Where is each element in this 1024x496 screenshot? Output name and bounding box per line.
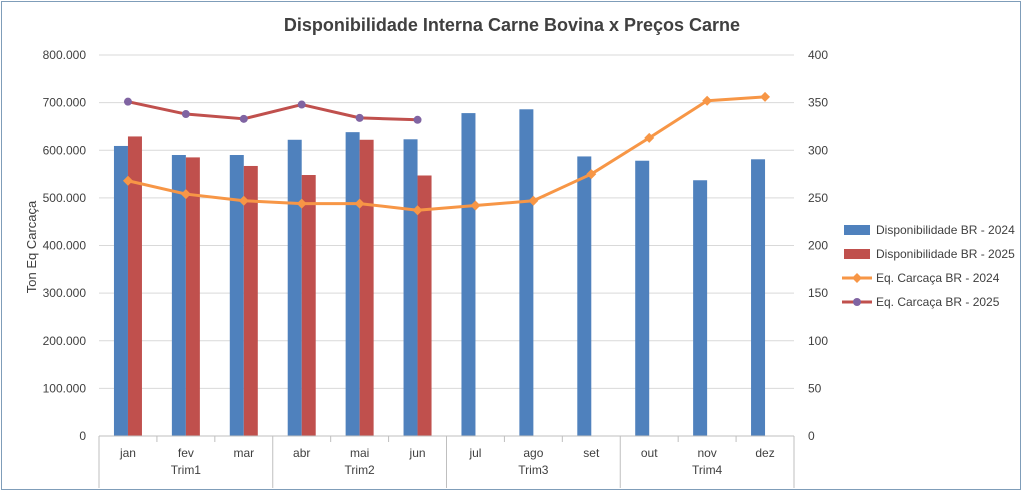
legend-label: Eq. Carcaça BR - 2024 <box>876 271 1000 285</box>
bar-jun-series-1 <box>403 139 418 436</box>
legend-label: Eq. Carcaça BR - 2025 <box>876 295 1000 309</box>
x-tick-label: dez <box>755 446 774 460</box>
y-tick-label: 200.000 <box>43 334 87 348</box>
y2-tick-label: 400 <box>808 48 828 62</box>
legend-label: Disponibilidade BR - 2025 <box>876 247 1015 261</box>
bar-jul-series-1 <box>461 113 476 436</box>
y-axis-title: Ton Eq Carcaça <box>24 200 39 293</box>
point-series-2-0 <box>122 175 133 186</box>
legend-marker <box>853 298 861 306</box>
y-tick-label: 500.000 <box>43 191 87 205</box>
bar-mar-series-1 <box>229 155 244 436</box>
y2-tick-label: 350 <box>808 96 828 110</box>
y-tick-label: 700.000 <box>43 96 87 110</box>
bar-abr-series-1 <box>287 139 302 436</box>
x-tick-label: jun <box>409 446 426 460</box>
point-series-3-1 <box>181 110 190 119</box>
bar-mar-series-2 <box>243 165 258 436</box>
x-tick-label: jul <box>468 446 481 460</box>
y2-axis-ticks: 0 50 100 150 200 250 300 350 400 <box>808 48 828 443</box>
bar-fev-series-1 <box>171 155 186 436</box>
y-tick-label: 400.000 <box>43 239 87 253</box>
point-series-2-10 <box>702 95 713 106</box>
y-tick-label: 0 <box>79 429 86 443</box>
line-series <box>122 91 771 216</box>
group-label: Trim4 <box>692 463 723 477</box>
bar-jan-series-2 <box>127 136 142 436</box>
point-series-2-7 <box>528 195 539 206</box>
point-series-3-0 <box>123 97 132 106</box>
bar-abr-series-2 <box>301 175 316 436</box>
y2-tick-label: 50 <box>808 381 822 395</box>
x-tick-label: fev <box>178 446 194 460</box>
y2-tick-label: 300 <box>808 143 828 157</box>
bar-nov-series-1 <box>693 180 708 436</box>
y-tick-label: 800.000 <box>43 48 87 62</box>
point-series-2-6 <box>470 200 481 211</box>
bar-out-series-1 <box>635 160 650 437</box>
chart-title: Disponibilidade Interna Carne Bovina x P… <box>284 15 740 35</box>
x-axis: jan fev mar abr mai jun jul ago set out nov dez Trim… <box>98 435 795 488</box>
y-axis-ticks: 0 100.000 200.000 300.000 400.000 500.000 600.… <box>43 48 87 443</box>
y2-tick-label: 200 <box>808 239 828 253</box>
x-tick-label: jan <box>119 446 136 460</box>
x-tick-label: abr <box>293 446 310 460</box>
point-series-3-3 <box>297 100 306 109</box>
legend-swatch <box>844 249 870 259</box>
y2-tick-label: 100 <box>808 334 828 348</box>
x-tick-label: out <box>641 446 658 460</box>
y2-tick-label: 150 <box>808 286 828 300</box>
line-series-2 <box>127 95 766 212</box>
point-series-2-2 <box>238 195 249 206</box>
line-series-3 <box>127 100 418 122</box>
point-series-2-1 <box>180 189 191 200</box>
legend-label: Disponibilidade BR - 2024 <box>876 223 1015 237</box>
y-tick-label: 300.000 <box>43 286 87 300</box>
x-tick-label: mar <box>233 446 254 460</box>
legend-marker <box>852 273 862 283</box>
point-series-2-11 <box>760 91 771 102</box>
bar-fev-series-2 <box>185 157 200 437</box>
bar-ago-series-1 <box>519 109 534 436</box>
y2-tick-label: 0 <box>808 429 815 443</box>
point-series-2-9 <box>644 132 655 143</box>
group-label: Trim3 <box>518 463 549 477</box>
group-label: Trim2 <box>345 463 376 477</box>
bar-mai-series-1 <box>345 132 360 436</box>
bar-set-series-1 <box>577 156 592 436</box>
bar-mai-series-2 <box>359 139 374 436</box>
legend-swatch <box>844 225 870 235</box>
y2-tick-label: 250 <box>808 191 828 205</box>
bar-series <box>113 109 766 437</box>
x-tick-label: set <box>583 446 600 460</box>
x-tick-label: nov <box>697 446 716 460</box>
point-series-3-5 <box>413 115 422 124</box>
bar-jan-series-1 <box>113 145 128 436</box>
point-series-2-3 <box>296 198 307 209</box>
point-series-3-2 <box>239 114 248 123</box>
gridlines <box>99 54 794 389</box>
point-series-2-4 <box>354 198 365 209</box>
y-tick-label: 100.000 <box>43 381 87 395</box>
bar-dez-series-1 <box>751 159 766 436</box>
point-series-2-5 <box>412 205 423 216</box>
y-tick-label: 600.000 <box>43 143 87 157</box>
x-tick-label: mai <box>350 446 369 460</box>
legend: Disponibilidade BR - 2024 Disponibilidade… <box>842 223 1015 309</box>
point-series-3-4 <box>355 113 364 122</box>
group-label: Trim1 <box>171 463 202 477</box>
bar-jun-series-2 <box>417 175 432 436</box>
point-series-2-8 <box>586 169 597 180</box>
x-tick-label: ago <box>523 446 543 460</box>
